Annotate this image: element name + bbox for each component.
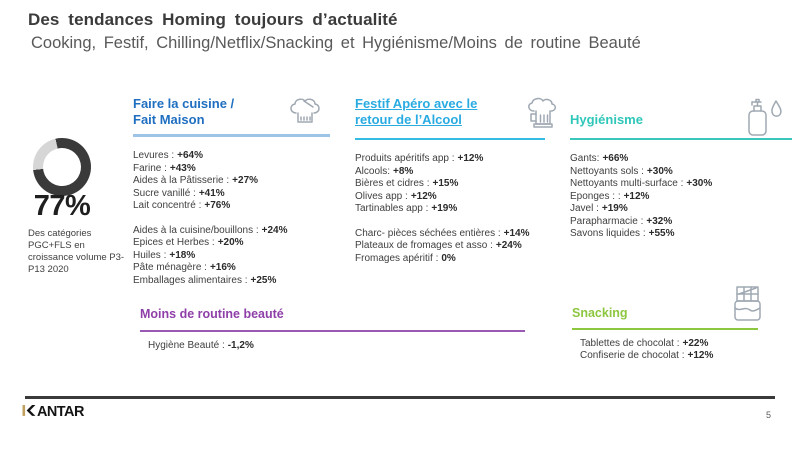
section-title-festif: Festif Apéro avec le retour de l’Alcool	[355, 96, 555, 127]
list-item: Huiles : +18%	[133, 249, 196, 261]
snacking-list: Tablettes de chocolat : +22% Confiserie d…	[572, 338, 762, 363]
underline-festif	[355, 138, 545, 140]
list-item: Levures : +64%	[133, 150, 203, 161]
list-item: Hygiène Beauté : -1,2%	[148, 339, 254, 351]
cuisine-list-1: Levures : +64% Farine : +43% Aides à la Pâ…	[133, 150, 333, 213]
section-snacking: Snacking Tablettes de chocolat : +22% Con…	[572, 285, 762, 375]
section-title-hygiene: Hygiénisme	[570, 112, 643, 127]
festif-list-1: Produits apéritifs app : +12% Alcools: +8%…	[355, 153, 533, 216]
list-item: Alcools: +8%	[355, 165, 414, 177]
list-item: Confiserie de chocolat : +12%	[580, 350, 714, 361]
footer-divider	[25, 396, 775, 399]
list-item: Lait concentré : +76%	[133, 200, 231, 211]
section-title-line: retour de l’Alcool	[355, 111, 462, 127]
page-number: 5	[766, 410, 772, 420]
list-item: Tablettes de chocolat : +22%	[580, 337, 709, 349]
list-item: Eponges : : +12%	[570, 190, 650, 202]
beaute-list: Hygiène Beauté : -1,2%	[140, 340, 525, 353]
list-item: Nettoyants multi-surface : +30%	[570, 178, 713, 189]
hygiene-list: Gants: +66% Nettoyants sols : +30% Nettoya…	[570, 153, 792, 241]
list-item: Tartinables app : +19%	[355, 203, 458, 214]
list-item: Produits apéritifs app : +12%	[355, 153, 484, 164]
underline-snacking	[572, 327, 758, 330]
section-title-cuisine: Faire la cuisine / Fait Maison	[133, 96, 333, 127]
section-title-line: Faire la cuisine /	[133, 96, 235, 111]
soap-dispenser-icon	[748, 98, 782, 136]
list-item: Sucre vanillé : +41%	[133, 187, 225, 199]
list-item: Javel : +19%	[570, 203, 628, 214]
chocolate-bar-icon	[734, 286, 761, 321]
kantar-logo: ANTAR	[22, 404, 84, 418]
stat-caption: Des catégories PGC+FLS en croissance vol…	[28, 228, 125, 275]
list-item: Aides à la cuisine/bouillons : +24%	[133, 224, 288, 236]
list-item: Fromages apéritif :0%	[355, 252, 456, 264]
list-item: Plateaux de fromages et asso : +24%	[355, 240, 522, 251]
stat-value: 77%	[33, 190, 91, 222]
page-title: Des tendances Homing toujours d’actualit…	[28, 10, 398, 29]
list-item: Farine : +43%	[133, 162, 196, 174]
chef-hat-icon	[290, 98, 320, 123]
beer-mug-icon	[528, 97, 556, 128]
section-festif: Festif Apéro avec le retour de l’Alcool …	[355, 96, 556, 266]
cuisine-list-2: Aides à la cuisine/bouillons : +24% Epice…	[133, 225, 333, 288]
section-title-beaute: Moins de routine beauté	[140, 307, 284, 321]
list-item: Nettoyants sols : +30%	[570, 165, 673, 177]
list-item: Gants: +66%	[570, 153, 629, 164]
list-item: Bières et cidres : +15%	[355, 178, 459, 189]
list-item: Savons liquides : +55%	[570, 228, 675, 239]
section-title-snacking: Snacking	[572, 306, 628, 320]
list-item: Aides à la Pâtisserie : +27%	[133, 175, 259, 186]
underline-beaute	[140, 329, 525, 332]
section-cuisine: Faire la cuisine / Fait Maison Levures :…	[133, 96, 333, 287]
donut-hole	[39, 144, 85, 190]
list-item: Emballages alimentaires : +25%	[133, 274, 277, 286]
list-item: Olives app : +12%	[355, 190, 437, 202]
list-item: Charc- pièces séchées entières : +14%	[355, 227, 530, 239]
page-subtitle: Cooking, Festif, Chilling/Netflix/Snacki…	[31, 34, 641, 52]
list-item: Pâte ménagère : +16%	[133, 262, 236, 273]
underline-cuisine	[133, 134, 330, 137]
festif-list-2: Charc- pièces séchées entières : +14% Pla…	[355, 228, 533, 266]
section-title-line: Festif Apéro avec le	[355, 96, 478, 111]
svg-text:ANTAR: ANTAR	[37, 404, 84, 418]
section-title-line: Fait Maison	[133, 111, 205, 127]
underline-hygiene	[570, 138, 792, 140]
section-beaute: Moins de routine beauté Hygiène Beauté :…	[140, 307, 525, 352]
list-item: Parapharmacie : +32%	[570, 215, 673, 227]
section-hygiene: Hygiénisme Gants: +66% Nettoyants sols : +…	[570, 96, 792, 241]
list-item: Epices et Herbes : +20%	[133, 237, 244, 248]
